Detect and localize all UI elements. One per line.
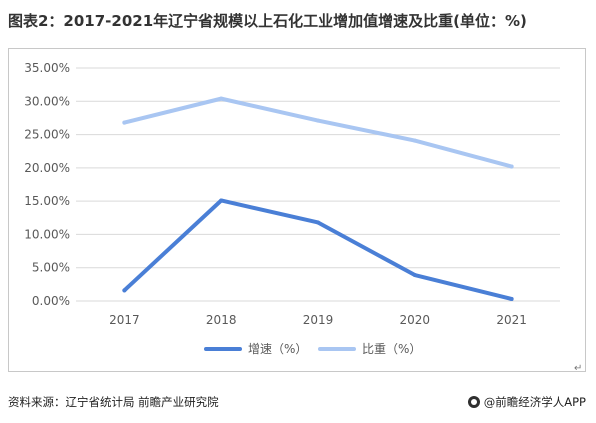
data-point: [316, 118, 320, 123]
chart-frame: [8, 48, 586, 372]
y-tick-label: 20.00%: [24, 161, 70, 175]
data-point: [412, 273, 417, 278]
x-axis-tick-labels: 2017 2018 2019 2020 2021: [109, 313, 527, 327]
legend-label-growth: 增速（%）: [248, 342, 308, 356]
data-point: [316, 220, 320, 225]
x-tick-label: 2021: [496, 313, 527, 327]
y-axis-tick-labels: 0.00% 5.00% 10.00% 15.00% 20.00% 25.00% 30.00%…: [24, 61, 70, 308]
y-tick-label: 30.00%: [24, 94, 70, 108]
y-tick-label: 5.00%: [32, 261, 70, 275]
data-point: [219, 198, 224, 203]
source-note: 资料来源：辽宁省统计局 前瞻产业研究院: [8, 395, 219, 409]
data-point: [219, 96, 224, 101]
series-lines: [122, 96, 514, 302]
x-tick-label: 2017: [109, 313, 140, 327]
legend-swatch-share: [318, 346, 356, 351]
legend-item-share: 比重（%）: [318, 340, 421, 357]
return-mark: ↵: [574, 363, 583, 374]
data-point: [509, 164, 514, 169]
y-tick-label: 15.00%: [24, 194, 70, 208]
y-tick-label: 10.00%: [24, 227, 70, 241]
y-tick-label: 35.00%: [24, 61, 70, 75]
brand-text: @前瞻经济学人APP: [483, 395, 586, 409]
x-tick-label: 2019: [303, 313, 334, 327]
brand-attribution: @前瞻经济学人APP: [467, 394, 586, 410]
qianzhan-logo-icon: [467, 396, 480, 408]
data-point: [122, 288, 127, 293]
y-tick-label: 25.00%: [24, 128, 70, 142]
legend-item-growth: 增速（%）: [204, 340, 307, 357]
data-point: [412, 138, 417, 143]
legend-label-share: 比重（%）: [362, 342, 422, 356]
y-tick-label: 0.00%: [32, 294, 70, 308]
series-line-share: [122, 96, 514, 169]
legend: 增速（%） 比重（%）: [0, 340, 596, 360]
gridlines: [76, 67, 560, 302]
legend-swatch-growth: [204, 346, 242, 351]
chart-title: 图表2：2017-2021年辽宁省规模以上石化工业增加值增速及比重(单位：%): [8, 12, 527, 30]
series-line-growth: [122, 198, 514, 302]
x-tick-label: 2020: [400, 313, 431, 327]
data-point: [122, 120, 127, 125]
x-tick-label: 2018: [206, 313, 237, 327]
data-point: [509, 297, 514, 302]
